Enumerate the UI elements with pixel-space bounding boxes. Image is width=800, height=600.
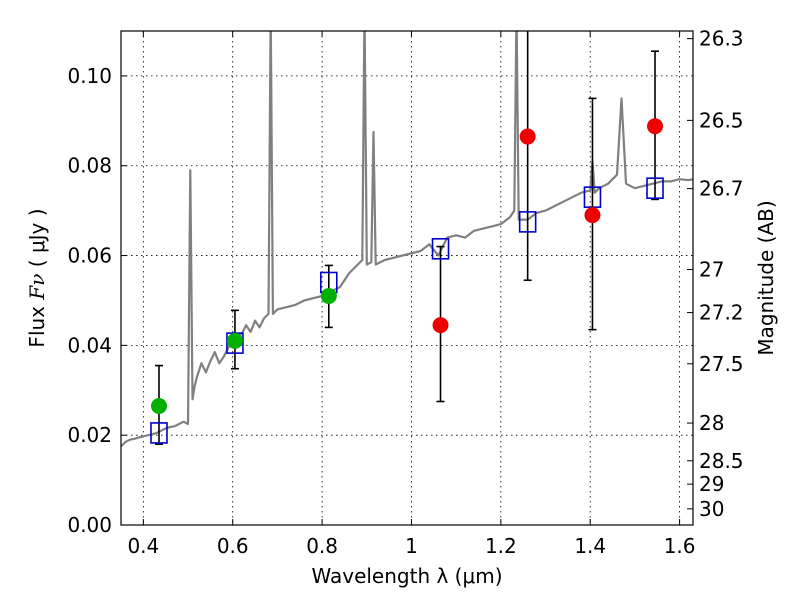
grid — [121, 31, 693, 525]
y2-tick-label: 28.5 — [699, 449, 744, 473]
red-data-point — [519, 128, 536, 145]
marker-layer — [150, 118, 664, 444]
y2-tick-label: 26.3 — [699, 27, 744, 51]
y-axis-label-symbol: Fν — [25, 274, 49, 301]
x-axis-label: Wavelength λ (μm) — [311, 564, 502, 588]
y2-tick-label: 26.5 — [699, 108, 744, 132]
x-tick-label: 0.6 — [217, 534, 249, 558]
model-square-point — [646, 177, 664, 199]
red-data-point — [584, 207, 601, 224]
model-square-point — [518, 211, 537, 233]
y2-tick-label: 27.5 — [699, 352, 744, 376]
y2-tick-label: 27 — [699, 257, 724, 281]
x-tick-label: 1 — [405, 534, 418, 558]
plot-frame — [120, 30, 694, 526]
x-tick-label: 0.8 — [306, 534, 338, 558]
x-tick-labels: 0.4 0.6 0.8 1 1.2 1.4 1.6 — [127, 534, 695, 558]
y-tick-label: 0.06 — [67, 244, 112, 268]
y-tick-label: 0.04 — [67, 333, 112, 357]
y2-tick-label: 30 — [699, 497, 724, 521]
ticks — [121, 31, 693, 526]
y-axis-label-suffix: ( μJy ) — [25, 208, 49, 273]
y-axis-label-prefix: Flux — [25, 300, 49, 348]
y2-tick-label: 26.7 — [699, 177, 744, 201]
plot-background — [121, 31, 693, 525]
red-data-point — [647, 118, 664, 135]
y2-axis-label: Magnitude (AB) — [754, 200, 778, 355]
green-data-point — [150, 397, 167, 414]
green-data-point — [226, 332, 243, 349]
y-tick-label: 0.10 — [67, 64, 112, 88]
y2-tick-label: 28 — [699, 411, 724, 435]
model-square-point — [150, 422, 168, 444]
y2-tick-label: 27.2 — [699, 301, 744, 325]
x-tick-label: 1.6 — [664, 534, 696, 558]
y-tick-label: 0.08 — [67, 154, 112, 178]
y-tick-label: 0.00 — [67, 513, 112, 537]
y2-tick-label: 29 — [699, 472, 724, 496]
x-tick-label: 1.4 — [574, 534, 606, 558]
y-axis-label: Flux Fν ( μJy ) — [25, 208, 49, 347]
red-data-point — [432, 317, 449, 334]
y-tick-label: 0.02 — [67, 423, 112, 447]
y-tick-labels: 0.00 0.02 0.04 0.06 0.08 0.10 — [67, 64, 112, 537]
x-tick-label: 1.2 — [485, 534, 517, 558]
green-data-point — [320, 287, 337, 304]
model-square-point — [431, 238, 450, 260]
x-tick-label: 0.4 — [127, 534, 159, 558]
